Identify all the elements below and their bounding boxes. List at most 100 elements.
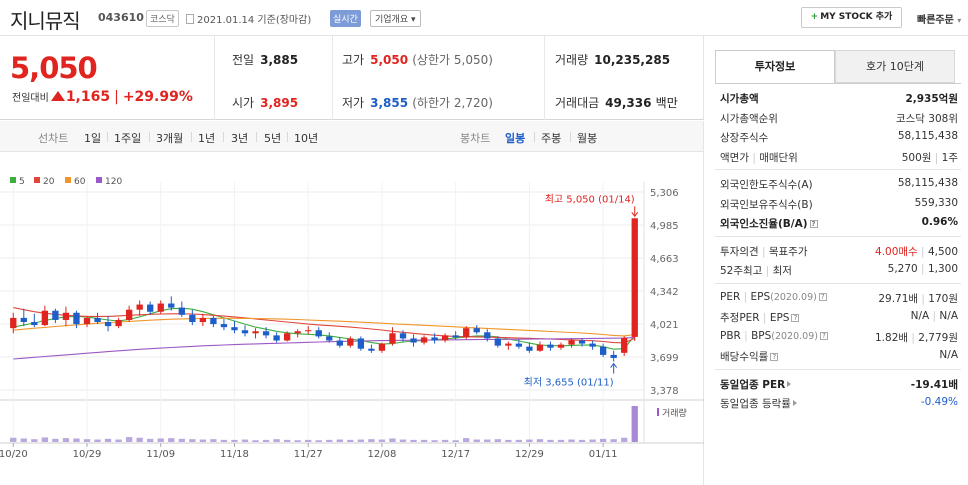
info-row: 외국인한도주식수(A) 58,115,438 [720,174,961,194]
tab-5y[interactable]: 5년 [264,132,282,145]
pbr-number: 1.82배 [875,331,909,344]
help-icon[interactable]: ? [770,353,779,361]
info-row: 동일업종 등락률 -0.49% [720,393,961,413]
pbr-date: (2020.09) [771,330,818,342]
volume-bar [231,439,238,442]
candle-body [526,346,533,351]
divider [534,132,535,142]
52w-high-text: 52주최고 [720,265,763,277]
candle-body [431,337,438,341]
candle-body [484,332,491,339]
trade-unit-value: 1주 [941,151,958,164]
x-tick-label: 11/09 [146,449,175,460]
volume-bar [368,439,375,442]
trade-value-value: 49,336 [605,96,652,110]
plus-icon: + [810,12,819,22]
candle-body [83,317,91,325]
stock-chart[interactable]: 5,306 4,985 4,663 4,342 4,021 3,699 3,378 10/20… [0,152,704,485]
industry-per-label[interactable]: 동일업종 PER [720,377,792,392]
opinion-rating: 4.00매수 [875,245,918,258]
ma-120-line [13,336,635,360]
x-tick-label: 12/29 [515,449,544,460]
help-icon[interactable]: ? [809,220,818,228]
price-change: 전일대비 1,165 | +29.99% [12,89,193,105]
volume: 거래량 10,235,285 [555,51,670,68]
est-eps-text: EPS [769,312,790,324]
volume-bar [463,438,470,442]
est-per-value: N/A | N/A [910,310,958,322]
help-icon[interactable]: ? [791,314,800,322]
volume-bar [326,439,333,442]
caret-right-icon [787,380,792,387]
tab-orderbook[interactable]: 호가 10단계 [835,50,955,83]
tab-daily[interactable]: 일봉 [505,132,526,145]
help-icon[interactable]: ? [818,292,827,301]
foreign-limit-value: 58,115,438 [897,177,958,189]
tab-3y[interactable]: 3년 [231,132,249,145]
candle-body [326,336,333,341]
divider [214,36,215,120]
candle-body [631,218,638,337]
volume-bar [136,437,143,442]
52w-low-text: 최저 [772,265,792,277]
candle-body [441,335,449,341]
industry-change-label[interactable]: 동일업종 등락률 [720,396,797,411]
tab-3m[interactable]: 3개월 [156,132,184,145]
help-icon[interactable]: ? [819,331,828,340]
volume-bar [73,438,80,442]
x-tick-label: 12/08 [368,449,397,460]
volume-bar [610,439,617,442]
candle-body [178,307,185,315]
volume-bar [262,439,270,442]
divider [287,132,288,142]
realtime-badge[interactable]: 실시간 [330,10,361,27]
volume-bar [631,406,638,442]
candle-body [515,343,523,347]
tab-monthly[interactable]: 월봉 [577,132,598,145]
volume-bar [431,440,438,442]
per-value: 29.71배 | 170원 [878,292,958,305]
candle-body [357,338,365,349]
volume-bar [305,439,312,442]
info-row: 외국인보유주식수(B) 559,330 [720,194,961,214]
high-annotation: 최고 5,050 (01/14) [545,193,635,205]
prev-close: 전일 3,885 [232,51,298,68]
per-label: PER | EPS(2020.09)? [720,291,827,303]
candle-body [136,304,143,310]
candle-body [62,312,70,320]
tab-1d[interactable]: 1일 [84,132,102,145]
volume-bar [210,439,217,442]
x-tick-label: 10/20 [0,449,28,460]
volume-bar [336,439,343,442]
candle-body [420,337,428,343]
volume-bar [484,439,491,442]
candle-body [547,344,554,348]
volume-bar [157,438,164,442]
quick-order-label: 빠른주문 [917,15,954,26]
info-row: PBR | BPS(2020.09)? 1.82배 | 2,779원 [720,327,961,347]
quick-order-button[interactable]: 빠른주문 ▾ [917,11,961,26]
pbr-text: PBR [720,329,741,342]
legend-swatch [65,177,71,183]
price-summary: 5,050 전일대비 1,165 | +29.99% 전일 3,885 고가 5,050 … [0,36,704,120]
foreign-limit-label: 외국인한도주식수(A) [720,179,813,191]
candle-body [94,317,101,323]
high-label: 고가 [342,53,365,67]
tab-1w[interactable]: 1주일 [114,132,142,145]
per-date: (2020.09) [770,291,817,303]
company-overview-dropdown[interactable]: 기업개요 ▾ [370,10,421,27]
candle-body [452,335,459,338]
ma-20-line [13,307,635,344]
divider [544,36,545,120]
volume-label: 거래량 [555,53,589,67]
tab-10y[interactable]: 10년 [294,132,319,145]
info-row: 투자의견 | 목표주가 4.00매수 | 4,500 [720,241,961,261]
my-stock-add-button[interactable]: + MY STOCK 추가 [801,7,902,28]
volume-bar [31,439,38,442]
tab-weekly[interactable]: 주봉 [541,132,562,145]
volume-bar [621,437,628,442]
candle-body [610,354,617,358]
tab-1y[interactable]: 1년 [198,132,216,145]
tab-investment-info[interactable]: 투자정보 [715,50,835,83]
volume-bar [52,438,59,442]
